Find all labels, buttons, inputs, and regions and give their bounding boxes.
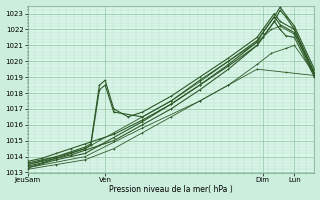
X-axis label: Pression niveau de la mer( hPa ): Pression niveau de la mer( hPa )	[109, 185, 233, 194]
